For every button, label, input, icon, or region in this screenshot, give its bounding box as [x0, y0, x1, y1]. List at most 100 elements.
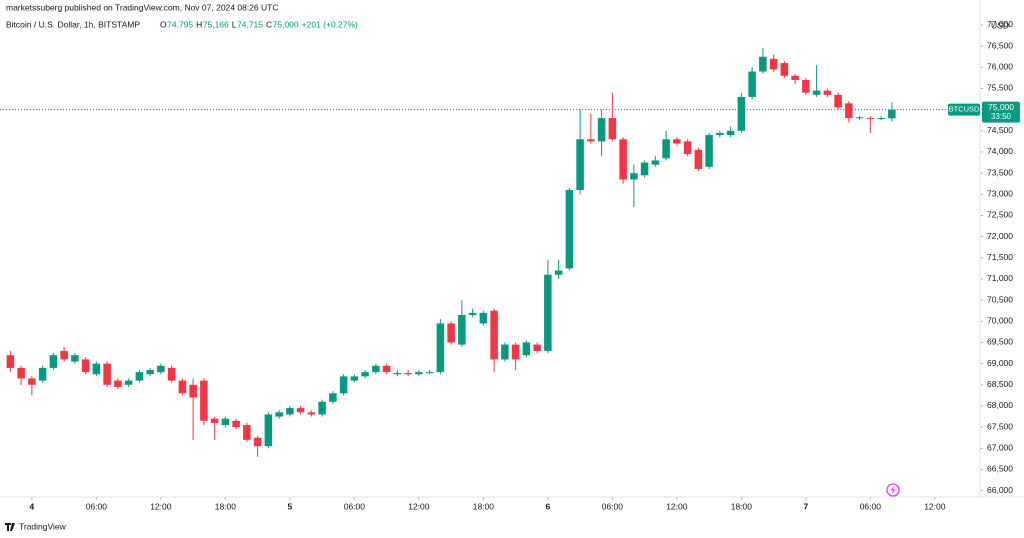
candle-body: [92, 363, 101, 375]
y-tick-label: 73,000: [987, 189, 1013, 199]
y-tick-label: 66,500: [987, 464, 1013, 474]
candle-body: [855, 117, 864, 119]
candle-body: [307, 412, 316, 415]
candle-body: [458, 314, 466, 345]
ohlc-legend: O 74,795 H 75,166 L 74,715 C 75,000 +201 (+0.27%…: [160, 19, 358, 29]
candle-body: [71, 355, 79, 362]
candle-body: [17, 367, 25, 379]
x-tick-label: 12:00: [150, 501, 172, 511]
candle-body: [60, 350, 68, 360]
candle-body: [490, 310, 498, 360]
x-tick-label: 7: [803, 501, 808, 511]
y-tick-label: 70,500: [987, 294, 1013, 304]
y-tick-label: 71,500: [987, 252, 1013, 262]
x-tick-label: 06:00: [344, 501, 366, 511]
x-tick-label: 18:00: [473, 501, 495, 511]
candle-body: [533, 344, 541, 351]
candle-body: [200, 380, 208, 421]
candle-body: [253, 437, 262, 447]
candle-body: [210, 418, 219, 423]
candle-body: [791, 75, 799, 81]
y-tick-label: 71,000: [987, 273, 1013, 283]
candle-body: [823, 90, 832, 95]
x-tick-label: 18:00: [731, 501, 753, 511]
y-tick-label: 67,000: [987, 443, 1013, 453]
candle-body: [522, 342, 531, 356]
candle-body: [339, 376, 348, 394]
legend-value: 75,166: [203, 19, 229, 29]
candle-body: [415, 372, 423, 375]
candle-body: [81, 359, 90, 373]
candle-body: [329, 393, 337, 402]
y-tick-label: 69,000: [987, 358, 1013, 368]
x-tick-label: 5: [288, 501, 293, 511]
candle-body: [587, 139, 595, 142]
y-tick-label: 69,500: [987, 337, 1013, 347]
candle-body: [759, 56, 767, 72]
candle-body: [608, 118, 617, 140]
candle-body: [673, 139, 681, 144]
candle-body: [157, 365, 165, 373]
y-tick-label: 77,000: [987, 19, 1013, 29]
candle-body: [361, 372, 369, 377]
candle-body: [296, 408, 305, 413]
candle-body: [436, 323, 445, 373]
x-tick-label: 06:00: [602, 501, 624, 511]
y-tick-label: 73,500: [987, 167, 1013, 177]
y-tick-label: 74,000: [987, 146, 1013, 156]
y-tick-label: 75,500: [987, 83, 1013, 93]
symbol-tag-label: BTCUSD: [949, 105, 980, 114]
candle-body: [597, 118, 606, 142]
x-tick-label: 06:00: [86, 501, 108, 511]
y-tick-label: 72,000: [987, 231, 1013, 241]
candle-body: [103, 363, 111, 385]
x-tick-label: 06:00: [860, 501, 882, 511]
legend-key: H: [196, 19, 202, 29]
y-tick-label: 72,500: [987, 210, 1013, 220]
candle-body: [468, 312, 477, 315]
y-tick-label: 76,000: [987, 62, 1013, 72]
candle-body: [640, 162, 649, 176]
brand-name: TradingView: [19, 521, 67, 531]
candle-body: [802, 80, 810, 93]
symbol-tag: [948, 103, 980, 116]
candle-body: [565, 190, 574, 269]
y-tick-label: 66,000: [987, 485, 1013, 495]
candle-body: [769, 58, 778, 70]
y-tick-label: 70,000: [987, 316, 1013, 326]
candle-body: [651, 160, 660, 165]
candle-body: [479, 312, 488, 324]
candle-body: [28, 378, 36, 385]
legend-key: O: [160, 19, 167, 29]
x-tick-label: 6: [545, 501, 550, 511]
candle-body: [232, 420, 240, 428]
candle-body: [382, 365, 391, 373]
plot-area: [0, 24, 983, 500]
candle-body: [243, 425, 251, 440]
candle-body: [167, 367, 176, 381]
candle-body: [286, 408, 294, 415]
candle-body: [38, 367, 47, 381]
published-line: marketssuberg published on TradingView.c…: [6, 2, 278, 12]
y-tick-label: 68,000: [987, 400, 1013, 410]
x-tick-label: 12:00: [666, 501, 688, 511]
alert-icon[interactable]: [886, 483, 900, 497]
candle-body: [372, 365, 380, 373]
currency-label: USD: [991, 20, 1009, 30]
price-tag: [982, 101, 1020, 123]
brand-logo[interactable]: TradingView: [5, 521, 67, 531]
candle-body: [748, 71, 756, 97]
legend-value: 74,795: [167, 19, 193, 29]
candle-body: [178, 380, 187, 394]
legend-value: 74,715: [237, 19, 263, 29]
legend-value: 75,000: [273, 19, 299, 29]
x-tick-label: 12:00: [924, 501, 946, 511]
candle-body: [49, 355, 58, 368]
y-tick-label: 76,500: [987, 40, 1013, 50]
candle-body: [221, 418, 230, 426]
candle-body: [350, 376, 359, 381]
candle-body: [834, 94, 842, 108]
candle-body: [425, 372, 434, 374]
candle-body: [114, 380, 122, 387]
